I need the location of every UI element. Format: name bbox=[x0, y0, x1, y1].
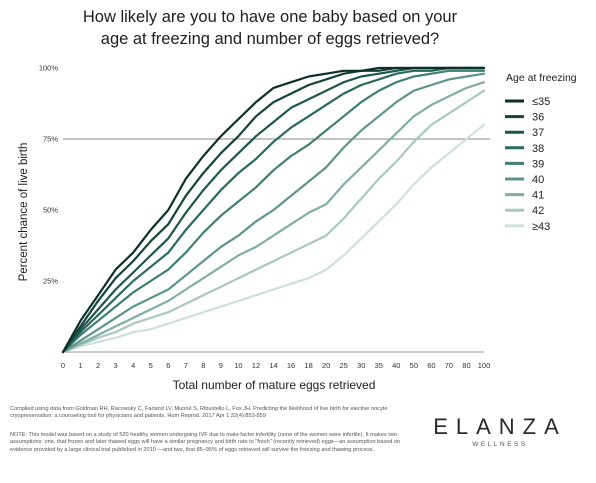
x-tick-label: 100 bbox=[478, 361, 491, 370]
legend-item-38: 38 bbox=[505, 143, 544, 155]
y-tick-label: 50% bbox=[43, 206, 58, 215]
legend-label: 42 bbox=[532, 205, 544, 217]
x-tick-label: 0 bbox=[61, 361, 65, 370]
brand-tagline: WELLNESS bbox=[472, 441, 528, 448]
series-line-41 bbox=[61, 81, 486, 354]
legend-label: 40 bbox=[532, 174, 544, 186]
chart-title-line-1: How likely are you to have one baby base… bbox=[82, 8, 458, 26]
x-tick-label: 1 bbox=[78, 361, 82, 370]
series-line-42 bbox=[61, 89, 486, 354]
y-tick-label: 25% bbox=[43, 277, 58, 286]
series-line-39 bbox=[61, 69, 486, 354]
line-chart: 0 1 2 3 4 5 6 7 8 9 10 12 14 16 18 20 25 30 35 40 50 60 70 80 10… bbox=[18, 64, 577, 393]
legend-label: 37 bbox=[532, 127, 544, 139]
x-tick-label: 8 bbox=[201, 361, 205, 370]
brand-logo: ELANZA bbox=[433, 414, 567, 439]
x-tick-label: 30 bbox=[357, 361, 365, 370]
x-tick-label: 70 bbox=[445, 361, 453, 370]
x-tick-label: 35 bbox=[375, 361, 383, 370]
legend-label: ≥43 bbox=[532, 221, 550, 233]
x-tick-label: 3 bbox=[114, 361, 118, 370]
x-tick-label: 9 bbox=[219, 361, 223, 370]
series-line-≤35 bbox=[61, 66, 486, 354]
legend-item-37: 37 bbox=[505, 127, 544, 139]
legend-label: 41 bbox=[532, 190, 544, 202]
x-tick-label: 50 bbox=[410, 361, 418, 370]
y-axis-label: Percent chance of live birth bbox=[18, 143, 30, 282]
legend-label: 36 bbox=[532, 112, 544, 124]
legend-item-36: 36 bbox=[505, 112, 544, 124]
legend-item-≤35: ≤35 bbox=[505, 96, 550, 108]
legend-item-41: 41 bbox=[505, 190, 544, 202]
y-tick-label: 100% bbox=[39, 64, 59, 73]
series-line-38 bbox=[61, 66, 486, 354]
legend-label: ≤35 bbox=[532, 96, 550, 108]
x-tick-label: 16 bbox=[287, 361, 295, 370]
x-tick-label: 20 bbox=[322, 361, 330, 370]
legend-item-42: 42 bbox=[505, 205, 544, 217]
x-tick-label: 5 bbox=[149, 361, 153, 370]
series-line-40 bbox=[61, 72, 486, 354]
x-tick-label: 7 bbox=[184, 361, 188, 370]
legend-title: Age at freezing bbox=[506, 72, 577, 84]
legend-label: 38 bbox=[532, 143, 544, 155]
legend-label: 39 bbox=[532, 158, 544, 170]
y-tick-labels: 25% 50% 75% 100% bbox=[39, 64, 59, 286]
x-tick-label: 14 bbox=[269, 361, 277, 370]
legend-item-39: 39 bbox=[505, 158, 544, 170]
x-tick-label: 40 bbox=[392, 361, 400, 370]
chart-title: How likely are you to have one baby base… bbox=[60, 6, 480, 50]
x-axis-label: Total number of mature eggs retrieved bbox=[173, 378, 376, 392]
legend-item-40: 40 bbox=[505, 174, 544, 186]
series-line-≥43 bbox=[61, 123, 486, 354]
x-tick-label: 12 bbox=[252, 361, 260, 370]
footnote-source: Compiled using data from Goldman RH, Rac… bbox=[10, 406, 388, 420]
x-tick-label: 60 bbox=[427, 361, 435, 370]
legend: Age at freezing ≤35 36 37 38 39 40 41 42 ≥43 bbox=[505, 72, 577, 233]
chart-title-line-2: age at freezing and number of eggs retri… bbox=[100, 30, 440, 48]
x-tick-label: 18 bbox=[304, 361, 312, 370]
x-tick-label: 25 bbox=[339, 361, 347, 370]
x-tick-label: 4 bbox=[131, 361, 135, 370]
legend-item-≥43: ≥43 bbox=[505, 221, 550, 233]
x-tick-label: 80 bbox=[462, 361, 470, 370]
y-tick-label: 75% bbox=[43, 135, 58, 144]
x-tick-labels: 0 1 2 3 4 5 6 7 8 9 10 12 14 16 18 20 25 30 35 40 50 60 70 80 10… bbox=[61, 361, 490, 370]
x-tick-label: 6 bbox=[166, 361, 170, 370]
footnote-note: NOTE: This model was based on a study of… bbox=[10, 432, 401, 453]
x-tick-label: 10 bbox=[234, 361, 242, 370]
series-group bbox=[61, 66, 486, 354]
x-tick-label: 2 bbox=[96, 361, 100, 370]
